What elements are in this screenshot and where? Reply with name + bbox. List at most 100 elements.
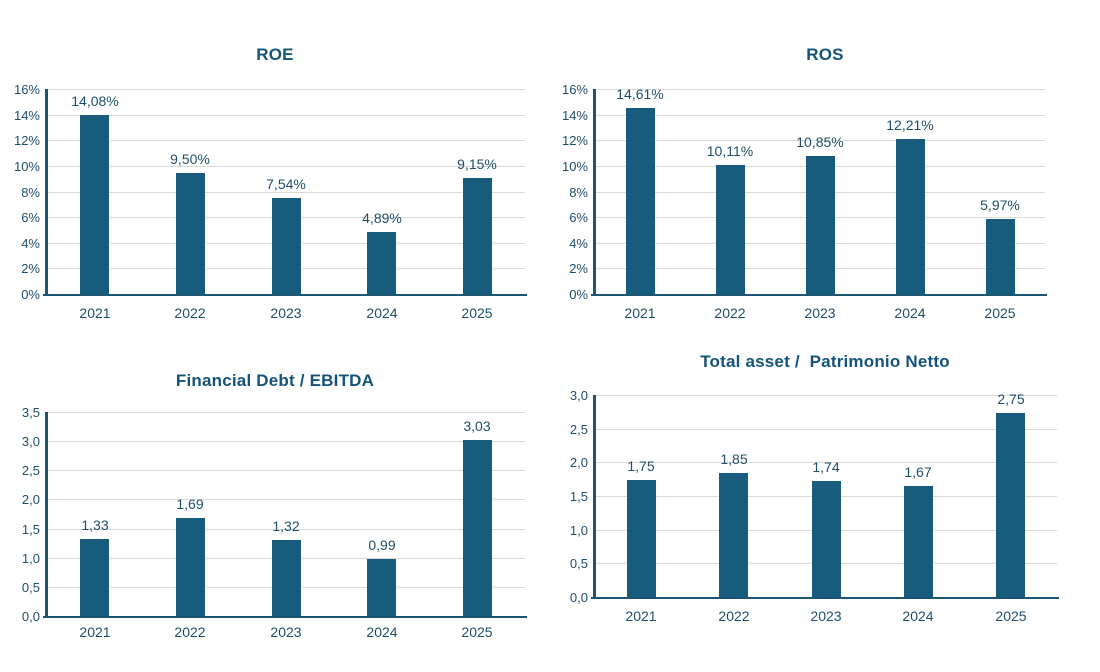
y-tick-label: 4%	[569, 235, 588, 251]
x-axis-line	[43, 294, 527, 296]
y-tick-label: 1,5	[569, 489, 588, 504]
chart-roe: ROE 0% 2% 4% 6% 8% 10% 12% 14% 16% 14,08% 2021 9,50…	[0, 0, 550, 336]
y-tick-label: 1,0	[569, 522, 588, 538]
y-axis-line	[593, 395, 596, 598]
bar-value-label: 1,32	[272, 518, 300, 534]
y-tick-label: 0%	[21, 287, 40, 302]
bar	[904, 486, 933, 598]
y-tick-label: 14%	[13, 107, 40, 123]
y-tick-label: 2%	[21, 261, 40, 277]
y-tick-label: 1,0	[21, 550, 40, 566]
bar	[986, 219, 1015, 295]
bar	[806, 156, 835, 295]
x-tick-label: 2022	[714, 305, 746, 321]
chart-title: ROE	[256, 45, 294, 64]
y-tick-label: 10%	[13, 158, 40, 174]
gridline	[47, 165, 525, 167]
y-tick-label: 16%	[13, 82, 40, 97]
gridline	[47, 114, 525, 116]
gridline	[47, 528, 525, 530]
y-tick-label: 4%	[21, 235, 40, 251]
y-tick-label: 0,0	[569, 590, 588, 605]
gridline	[595, 395, 1057, 396]
y-tick-label: 2,0	[569, 455, 588, 471]
y-tick-label: 12%	[13, 133, 40, 149]
x-tick-label: 2023	[810, 608, 842, 624]
gridline	[47, 140, 525, 142]
gridline	[595, 140, 1045, 142]
chart-total-asset-patrimonio-netto: Total asset / Patrimonio Netto 0,0 0,5 1,0…	[550, 336, 1100, 672]
bar-value-label: 1,74	[812, 459, 840, 475]
gridline	[47, 412, 525, 413]
y-tick-label: 16%	[561, 82, 588, 97]
y-tick-label: 0%	[569, 287, 588, 302]
chart-financial-debt-ebitda: Financial Debt / EBITDA 0,0 0,5 1,0 1,5 2,0 2…	[0, 336, 550, 672]
bar-value-label: 4,89%	[362, 210, 402, 226]
y-tick-label: 8%	[569, 184, 588, 200]
x-tick-label: 2021	[625, 608, 657, 624]
bar	[626, 108, 655, 295]
y-tick-label: 0,5	[569, 556, 588, 572]
y-tick-label: 3,0	[569, 388, 588, 403]
bar	[627, 480, 656, 598]
bar-value-label: 3,03	[463, 418, 491, 434]
bar	[716, 165, 745, 295]
x-tick-label: 2023	[804, 305, 836, 321]
x-tick-label: 2025	[461, 624, 493, 640]
x-tick-label: 2021	[79, 305, 111, 321]
bar	[719, 473, 748, 598]
bar-value-label: 1,33	[81, 517, 109, 533]
y-tick-label: 0,5	[21, 579, 40, 595]
bar-value-label: 10,85%	[796, 134, 844, 150]
bar-value-label: 12,21%	[886, 117, 934, 133]
gridline	[595, 462, 1057, 464]
bar-value-label: 0,99	[368, 537, 396, 553]
y-tick-label: 2%	[569, 261, 588, 277]
bar	[463, 178, 492, 295]
x-axis-line	[43, 616, 527, 618]
bar	[80, 539, 109, 617]
x-tick-label: 2024	[366, 305, 398, 321]
gridline	[595, 89, 1045, 90]
y-tick-label: 10%	[561, 158, 588, 174]
bar	[176, 173, 205, 295]
y-axis-line	[45, 89, 48, 295]
bar-value-label: 7,54%	[266, 176, 306, 192]
gridline	[47, 89, 525, 90]
bar-value-label: 1,69	[176, 496, 204, 512]
chart-title: ROS	[806, 45, 844, 64]
chart-ros: ROS 0% 2% 4% 6% 8% 10% 12% 14% 16% 14,61% 2021 10,1…	[550, 0, 1100, 336]
x-tick-label: 2022	[718, 608, 750, 624]
y-tick-label: 2,0	[21, 492, 40, 508]
x-tick-label: 2025	[461, 305, 493, 321]
y-tick-label: 14%	[561, 107, 588, 123]
bar-value-label: 1,75	[627, 458, 655, 474]
bar	[463, 440, 492, 617]
gridline	[47, 441, 525, 443]
gridline	[595, 114, 1045, 116]
x-tick-label: 2024	[902, 608, 934, 624]
bar-value-label: 14,08%	[71, 93, 119, 109]
y-tick-label: 0,0	[21, 609, 40, 624]
x-axis-line	[591, 294, 1047, 296]
bar-value-label: 9,15%	[457, 156, 497, 172]
x-tick-label: 2021	[624, 305, 656, 321]
bar-value-label: 14,61%	[616, 86, 664, 102]
bar	[996, 413, 1025, 598]
bar-value-label: 5,97%	[980, 197, 1020, 213]
y-tick-label: 8%	[21, 184, 40, 200]
bar	[272, 198, 301, 295]
x-tick-label: 2025	[984, 305, 1016, 321]
bar	[176, 518, 205, 617]
x-tick-label: 2022	[174, 624, 206, 640]
x-tick-label: 2024	[366, 624, 398, 640]
x-tick-label: 2023	[270, 305, 302, 321]
y-axis-line	[593, 89, 596, 295]
y-tick-label: 12%	[561, 133, 588, 149]
x-tick-label: 2024	[894, 305, 926, 321]
bar	[367, 232, 396, 295]
bar-value-label: 2,75	[997, 391, 1025, 407]
gridline	[595, 428, 1057, 430]
bar	[812, 481, 841, 598]
